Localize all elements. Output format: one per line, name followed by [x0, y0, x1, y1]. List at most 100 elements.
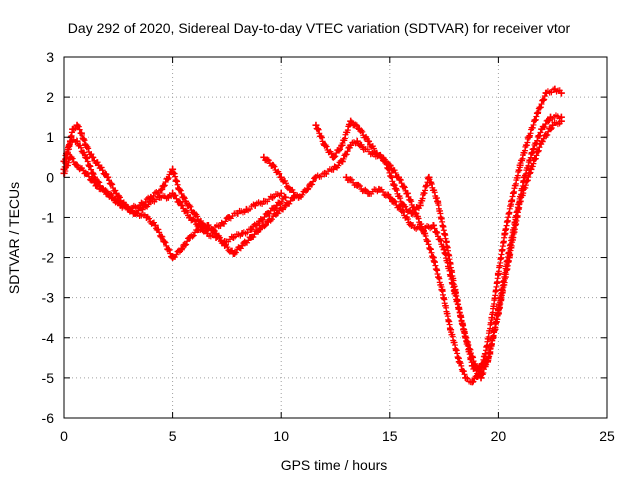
data-point	[394, 173, 402, 181]
x-tick-label: 0	[60, 428, 68, 444]
data-point	[143, 213, 151, 221]
data-point	[134, 209, 142, 217]
data-point	[408, 221, 416, 229]
x-tick-label: 15	[382, 428, 398, 444]
data-point	[364, 137, 372, 145]
data-point	[282, 193, 290, 201]
data-point	[434, 197, 442, 205]
data-point	[255, 217, 263, 225]
series-markers	[260, 86, 565, 386]
x-tick-label: 20	[491, 428, 507, 444]
data-point	[525, 133, 533, 141]
x-tick-label: 25	[599, 428, 615, 444]
data-point	[147, 193, 155, 201]
data-point	[186, 213, 194, 221]
data-point	[321, 141, 329, 149]
data-point	[69, 125, 77, 133]
chart-title: Day 292 of 2020, Sidereal Day-to-day VTE…	[68, 20, 571, 36]
data-point	[488, 314, 496, 322]
data-point	[73, 137, 81, 145]
data-point	[516, 161, 524, 169]
data-point	[494, 310, 502, 318]
data-point	[355, 125, 363, 133]
data-point	[77, 129, 85, 137]
data-point	[247, 234, 255, 241]
data-point	[73, 121, 81, 129]
data-point	[494, 270, 502, 278]
data-point	[82, 141, 90, 149]
data-point	[203, 229, 211, 237]
data-point	[112, 189, 120, 197]
data-point	[447, 326, 455, 334]
data-point	[408, 209, 416, 217]
data-point	[169, 165, 177, 173]
data-point	[527, 165, 535, 173]
series-track-6	[342, 117, 565, 374]
data-point	[160, 238, 168, 246]
data-point	[234, 209, 242, 217]
data-point	[286, 185, 294, 193]
data-point	[303, 185, 311, 193]
data-point	[247, 225, 255, 233]
data-point	[242, 205, 250, 213]
data-point	[177, 246, 185, 254]
data-point	[67, 137, 75, 145]
y-tick-label: 2	[46, 89, 54, 105]
data-point	[182, 197, 190, 205]
data-point	[484, 358, 492, 366]
data-point	[282, 201, 290, 209]
data-point	[169, 254, 177, 262]
data-point	[462, 334, 470, 342]
data-point	[82, 153, 90, 161]
data-point	[418, 225, 426, 233]
data-point	[216, 221, 224, 229]
data-point	[381, 157, 389, 165]
data-point	[347, 141, 355, 149]
x-tick-label: 5	[169, 428, 177, 444]
data-point	[138, 205, 146, 213]
data-point	[238, 229, 246, 237]
data-point	[169, 189, 177, 197]
data-point	[212, 229, 220, 237]
y-tick-label: 0	[46, 169, 54, 185]
data-point	[473, 366, 481, 374]
data-point	[195, 225, 203, 233]
data-point	[67, 153, 75, 161]
data-point	[338, 157, 346, 165]
data-point	[549, 121, 557, 129]
data-point	[312, 173, 320, 181]
data-point	[125, 205, 133, 213]
data-point	[373, 149, 381, 157]
data-point	[277, 189, 285, 197]
data-point	[190, 209, 198, 217]
data-point	[505, 254, 513, 262]
data-point	[164, 193, 172, 201]
data-point	[353, 137, 361, 145]
data-point	[538, 137, 546, 145]
data-point	[451, 290, 459, 298]
data-point	[136, 201, 144, 209]
y-tick-label: -6	[42, 410, 55, 426]
series-track-4	[260, 85, 565, 386]
data-point	[364, 189, 372, 197]
data-point	[329, 153, 337, 161]
data-point	[255, 225, 263, 233]
data-point	[260, 197, 268, 205]
tick-layer: 0 5 10 15 20 25 -6 -5 -4 -3 -2 -1 0 1 2 3	[42, 49, 615, 444]
plot-frame	[63, 56, 608, 419]
data-point	[95, 161, 103, 169]
data-point	[238, 242, 246, 250]
y-tick-label: 1	[46, 129, 54, 145]
data-point	[251, 201, 259, 209]
data-point	[375, 185, 383, 193]
data-point	[542, 89, 550, 97]
data-point	[557, 89, 565, 97]
y-tick-label: -3	[42, 290, 55, 306]
data-point	[186, 234, 194, 241]
data-point	[360, 145, 368, 153]
data-point	[264, 217, 272, 225]
data-point	[221, 242, 229, 250]
x-tick-label: 10	[273, 428, 289, 444]
data-point	[229, 250, 237, 258]
data-point	[507, 197, 515, 205]
